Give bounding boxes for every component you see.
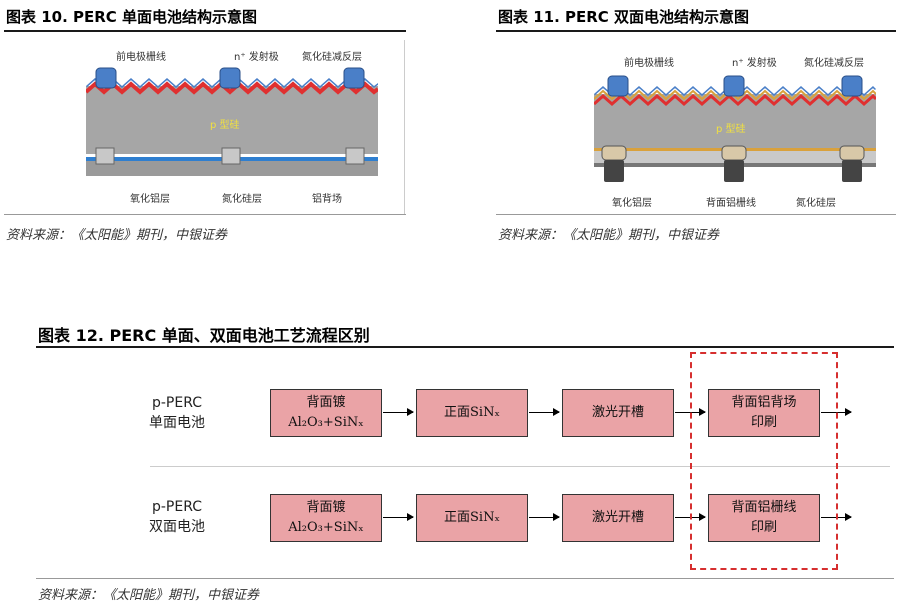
row2-label-line1: p-PERC	[151, 499, 203, 515]
row1-step2-line1: 正面SiNₓ	[444, 405, 500, 420]
fig10-title: 图表 10. PERC 单面电池结构示意图	[6, 8, 258, 26]
fig10-front-finger-2	[219, 67, 241, 89]
fig11-label-arc: 氮化硅减反层	[804, 58, 864, 69]
fig10-label-emitter: n⁺ 发射极	[234, 52, 279, 63]
row1-step2-box: 正面SiNₓ	[416, 389, 528, 437]
fig10-contact-2	[221, 147, 241, 165]
row2-step1-line1: 背面镀	[306, 500, 346, 515]
fig11-back-finger-1	[604, 160, 624, 182]
row2-arrow-2	[529, 513, 560, 521]
fig10-right-border	[404, 40, 405, 214]
fig10-front-finger-1	[95, 67, 117, 89]
fig11-emitter-line	[594, 93, 876, 107]
fig10-p-label: p 型硅	[210, 118, 240, 131]
fig12-bottom-rule	[36, 578, 894, 579]
fig11-source: 资料来源：《太阳能》期刊，中银证券	[498, 228, 720, 243]
row2-step1-box: 背面镀 Al₂O₃+SiNₓ	[270, 494, 382, 542]
fig10-label-al-bsf: 铝背场	[312, 194, 342, 205]
fig12-title: 图表 12. PERC 单面、双面电池工艺流程区别	[38, 326, 370, 345]
row2-step2-box: 正面SiNₓ	[416, 494, 528, 542]
row1-label-line1: p-PERC	[151, 395, 203, 411]
fig11-label-back-grid: 背面铝栅线	[706, 198, 756, 209]
row1-step4-line2: 印刷	[750, 415, 777, 430]
fig11-cell-diagram: p 型硅	[594, 70, 876, 182]
fig11-label-front-grid: 前电极栅线	[624, 58, 674, 69]
row1-arrow-2	[529, 408, 560, 416]
row2-step4-line2: 印刷	[750, 520, 777, 535]
difference-highlight-frame	[690, 352, 838, 570]
fig10-contact-1	[95, 147, 115, 165]
fig10-source: 资料来源：《太阳能》期刊，中银证券	[6, 228, 228, 243]
row2-step1-line2: Al₂O₃+SiNₓ	[288, 520, 364, 535]
row1-arrow-1	[383, 408, 414, 416]
row2-step3-box: 激光开槽	[562, 494, 674, 542]
row2-step4-box: 背面铝栅线 印刷	[708, 494, 820, 542]
fig11-front-finger-1	[607, 75, 629, 97]
fig11-back-finger-2	[724, 160, 744, 182]
fig11-bottom-rule	[496, 214, 896, 215]
fig10-label-arc: 氮化硅减反层	[302, 52, 362, 63]
fig10-al-bsf	[86, 161, 378, 176]
row1-step4-line1: 背面铝背场	[731, 395, 797, 410]
row2-step3-line1: 激光开槽	[591, 510, 644, 525]
fig10-label-front-grid: 前电极栅线	[116, 52, 166, 63]
fig11-p-label: p 型硅	[716, 122, 746, 135]
fig11-label-sinx: 氮化硅层	[796, 198, 836, 209]
fig10-label-alox: 氧化铝层	[130, 194, 170, 205]
fig10-front-finger-3	[343, 67, 365, 89]
fig12-source: 资料来源：《太阳能》期刊，中银证券	[38, 588, 260, 603]
rows-separator	[150, 466, 890, 467]
fig11-orange-line	[594, 89, 876, 101]
row2-label-line2: 双面电池	[149, 519, 205, 535]
fig10-contact-3	[345, 147, 365, 165]
row1-step3-box: 激光开槽	[562, 389, 674, 437]
row2-step2-line1: 正面SiNₓ	[444, 510, 500, 525]
fig10-label-sinx: 氮化硅层	[222, 194, 262, 205]
fig11-label-emitter: n⁺ 发射极	[732, 58, 777, 69]
fig11-label-alox: 氧化铝层	[612, 198, 652, 209]
row1-label: p-PERC 单面电池	[122, 393, 232, 433]
row1-step3-line1: 激光开槽	[591, 405, 644, 420]
row2-arrow-1	[383, 513, 414, 521]
fig11-front-finger-2	[723, 75, 745, 97]
row1-step1-box: 背面镀 Al₂O₃+SiNₓ	[270, 389, 382, 437]
fig10-cell-diagram: p 型硅	[86, 62, 378, 176]
fig11-title-rule	[496, 30, 896, 32]
fig12-title-rule	[36, 346, 894, 348]
row1-step1-line2: Al₂O₃+SiNₓ	[288, 415, 364, 430]
row1-step4-box: 背面铝背场 印刷	[708, 389, 820, 437]
fig10-title-rule	[4, 30, 406, 32]
row1-label-line2: 单面电池	[149, 415, 205, 431]
fig11-contact-2	[721, 145, 747, 161]
fig11-back-finger-3	[842, 160, 862, 182]
row2-step4-line1: 背面铝栅线	[731, 500, 797, 515]
fig11-contact-1	[601, 145, 627, 161]
fig11-title: 图表 11. PERC 双面电池结构示意图	[498, 8, 750, 26]
fig10-bottom-rule	[4, 214, 406, 215]
row2-label: p-PERC 双面电池	[122, 497, 232, 537]
row1-step1-line1: 背面镀	[306, 395, 346, 410]
fig11-contact-3	[839, 145, 865, 161]
fig11-front-finger-3	[841, 75, 863, 97]
